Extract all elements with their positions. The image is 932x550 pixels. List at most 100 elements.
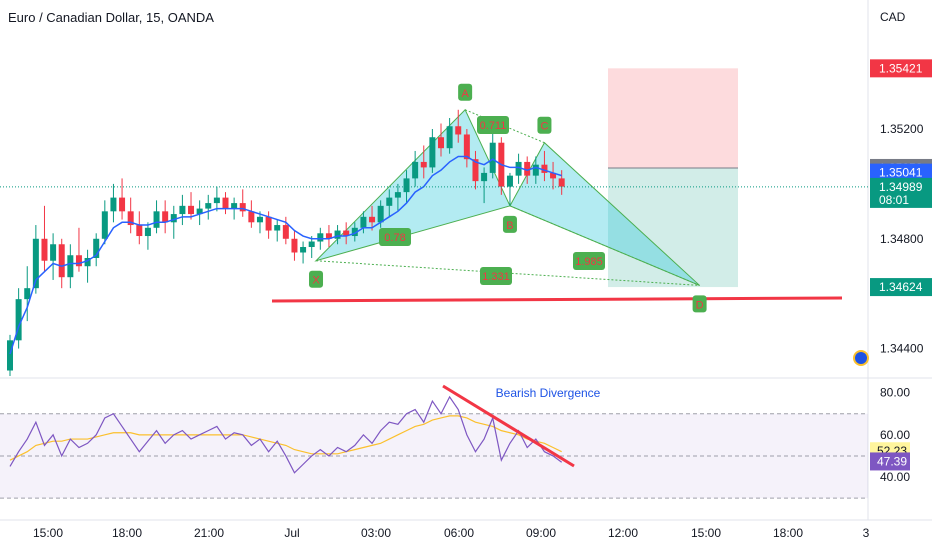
- price-label-1-35041: 1.35041: [879, 166, 923, 180]
- candle-body: [239, 203, 246, 212]
- candle-body: [136, 225, 143, 237]
- candle: [489, 131, 496, 179]
- candle: [239, 189, 246, 217]
- candle: [179, 194, 186, 226]
- candle: [136, 211, 143, 245]
- time-tick: 3: [863, 526, 870, 540]
- candle-body: [196, 208, 203, 215]
- candle-body: [403, 178, 410, 193]
- candle: [438, 123, 444, 157]
- price-label-last-countdown: 08:01: [879, 193, 909, 207]
- candle-body: [170, 214, 177, 223]
- candle: [412, 150, 419, 187]
- candle: [127, 197, 134, 234]
- time-tick: 15:00: [691, 526, 721, 540]
- candle-body: [7, 340, 13, 371]
- stop-loss-zone: [608, 68, 738, 168]
- price-label-1-35421-bg: [870, 59, 932, 78]
- rsi-tick: 60.00: [880, 428, 910, 442]
- candle: [300, 241, 307, 264]
- candle: [446, 118, 453, 154]
- pattern-point-d-box: [692, 295, 707, 313]
- price-label-1-35041-bg: [870, 163, 932, 182]
- pattern-point-b: B: [506, 220, 513, 232]
- candle-body: [438, 137, 444, 149]
- pattern-ratio-label: 1.331: [482, 271, 510, 283]
- candle-body: [524, 161, 531, 176]
- price-label-last: 1.34989: [879, 180, 923, 194]
- candle-body: [412, 161, 419, 179]
- candle: [541, 150, 548, 182]
- candle: [360, 211, 367, 234]
- candle: [196, 200, 203, 226]
- candle-body: [334, 230, 341, 239]
- candle-body: [15, 299, 22, 341]
- chart-title: Euro / Canadian Dollar, 15, OANDA: [8, 10, 214, 25]
- pattern-ratio-box: [379, 228, 411, 246]
- candle: [170, 205, 177, 239]
- pattern-point-d: D: [696, 299, 704, 311]
- candle-body: [360, 216, 367, 228]
- candle: [15, 288, 22, 349]
- currency-label: CAD: [880, 10, 906, 24]
- candle-body: [369, 216, 376, 223]
- candle-body: [446, 126, 453, 149]
- candle: [32, 225, 39, 294]
- candle: [188, 192, 195, 220]
- pattern-point-x-box: [309, 270, 324, 288]
- candle-body: [394, 192, 401, 198]
- price-tick: 1.34400: [880, 342, 924, 356]
- candle-body: [515, 161, 522, 176]
- candle: [291, 230, 298, 261]
- candle-body: [351, 227, 358, 237]
- candle: [93, 233, 100, 267]
- candle: [420, 145, 427, 179]
- price-label-1-35421: 1.35421: [879, 61, 923, 75]
- price-tick: 1.34800: [880, 232, 924, 246]
- candle-body: [472, 159, 479, 182]
- candle-body: [300, 247, 307, 253]
- candle-body: [256, 216, 263, 223]
- time-tick: Jul: [284, 526, 299, 540]
- rsi-label-rsi: 47.39: [877, 454, 907, 468]
- candle-body: [248, 211, 255, 223]
- rsi-tick: 80.00: [880, 386, 910, 400]
- candle-body: [93, 238, 100, 258]
- rsi-line: [9, 395, 563, 474]
- pattern-ratio-box: [477, 116, 509, 134]
- time-tick: 12:00: [608, 526, 638, 540]
- candle: [101, 200, 108, 245]
- candle: [550, 161, 557, 190]
- candle: [282, 216, 289, 245]
- candle-body: [188, 205, 195, 215]
- pattern-ratio-box: [573, 252, 605, 270]
- candle: [429, 128, 436, 173]
- candle: [222, 192, 229, 215]
- candle: [334, 225, 341, 245]
- candle: [308, 236, 315, 258]
- candle-body: [377, 205, 384, 223]
- candle-body: [532, 164, 539, 176]
- candle: [41, 205, 48, 272]
- candle-body: [463, 134, 470, 160]
- candle-body: [550, 172, 557, 179]
- candle-body: [50, 244, 57, 261]
- price-label-1-34624-bg: [870, 278, 932, 297]
- candle-body: [162, 211, 169, 223]
- time-tick: 15:00: [33, 526, 63, 540]
- price-tick: 1.35200: [880, 122, 924, 136]
- candle: [119, 178, 126, 220]
- time-tick: 18:00: [112, 526, 142, 540]
- candle-body: [153, 211, 160, 228]
- candle-body: [489, 142, 496, 173]
- candle: [386, 189, 393, 217]
- candle: [110, 183, 117, 223]
- time-tick: 18:00: [773, 526, 803, 540]
- candle: [377, 200, 384, 228]
- pattern-point-a-box: [458, 83, 473, 101]
- take-profit-zone: [608, 167, 738, 288]
- candle: [162, 200, 169, 234]
- candle: [7, 334, 13, 376]
- candle: [481, 167, 488, 204]
